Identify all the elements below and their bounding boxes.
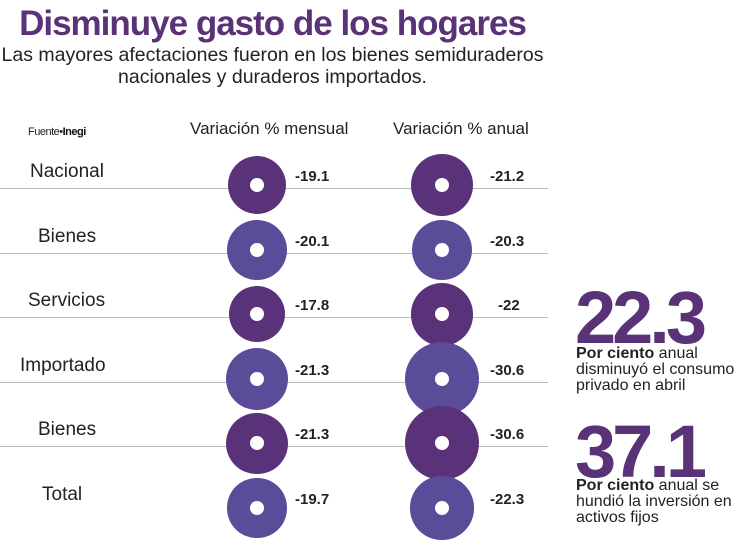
ring-hole <box>249 177 264 192</box>
ring-hole <box>434 177 449 192</box>
highlight-bold-1: Por ciento <box>576 345 655 362</box>
source: Fuente•Inegi <box>28 126 86 138</box>
row-label: Bienes <box>38 419 97 441</box>
column-header-mensual: Variación % mensual <box>190 119 349 138</box>
ring-mensual <box>226 347 288 410</box>
ring-hole <box>249 371 264 386</box>
value-anual: -30.6 <box>490 361 525 379</box>
ring-mensual <box>226 412 288 475</box>
row-label: Bienes <box>38 225 97 247</box>
row-label: Importado <box>20 354 106 376</box>
title: Disminuye gasto de los hogares <box>19 4 527 43</box>
ring-hole <box>434 500 449 515</box>
ring-hole <box>249 307 264 322</box>
ring-anual <box>410 282 474 346</box>
ring-hole <box>434 307 449 322</box>
ring-mensual <box>227 219 287 280</box>
ring-mensual <box>228 286 286 343</box>
ring-anual <box>411 219 473 280</box>
ring-hole <box>249 500 264 515</box>
value-anual: -30.6 <box>490 426 525 444</box>
value-mensual: -17.8 <box>295 297 330 315</box>
source-name: Inegi <box>62 126 87 138</box>
ring-hole <box>434 436 449 451</box>
highlight-note-2: Por ciento anual se hundió la inversión … <box>576 478 746 526</box>
highlight-note-1: Por ciento anual disminuyó el consumo pr… <box>576 346 746 394</box>
value-anual: -22.3 <box>490 491 525 508</box>
ring-anual <box>411 154 473 216</box>
value-anual: -21.2 <box>490 168 525 185</box>
highlight-bold-2: Por ciento <box>576 477 655 494</box>
ring-hole <box>249 242 264 257</box>
value-mensual: -21.3 <box>295 426 330 444</box>
ring-hole <box>434 371 449 386</box>
highlight-number-2: 37.1 <box>575 410 707 493</box>
value-mensual: -20.1 <box>295 232 330 250</box>
ring-anual <box>405 406 479 481</box>
row-label: Total <box>42 484 83 505</box>
value-mensual: -19.7 <box>295 491 330 508</box>
highlight-text-2: anual se hundió la inversión en activos … <box>576 477 732 526</box>
row-label: Nacional <box>30 161 104 182</box>
subtitle: Las mayores afectaciones fueron en los b… <box>1 44 544 88</box>
column-header-anual: Variación % anual <box>393 119 529 138</box>
source-label: Fuente• <box>28 126 63 138</box>
value-mensual: -21.3 <box>295 361 330 379</box>
ring-anual <box>410 476 474 540</box>
ring-mensual <box>227 155 287 215</box>
ring-hole <box>434 242 449 257</box>
value-anual: -20.3 <box>490 232 525 250</box>
value-mensual: -19.1 <box>295 168 330 185</box>
ring-mensual <box>227 478 287 538</box>
ring-anual <box>405 341 479 416</box>
row-label: Servicios <box>28 290 106 312</box>
highlight-text-1: anual disminuyó el consumo privado en ab… <box>576 345 735 394</box>
ring-hole <box>249 436 264 451</box>
highlight-number-1: 22.3 <box>575 276 707 359</box>
value-anual: -22 <box>498 297 520 315</box>
